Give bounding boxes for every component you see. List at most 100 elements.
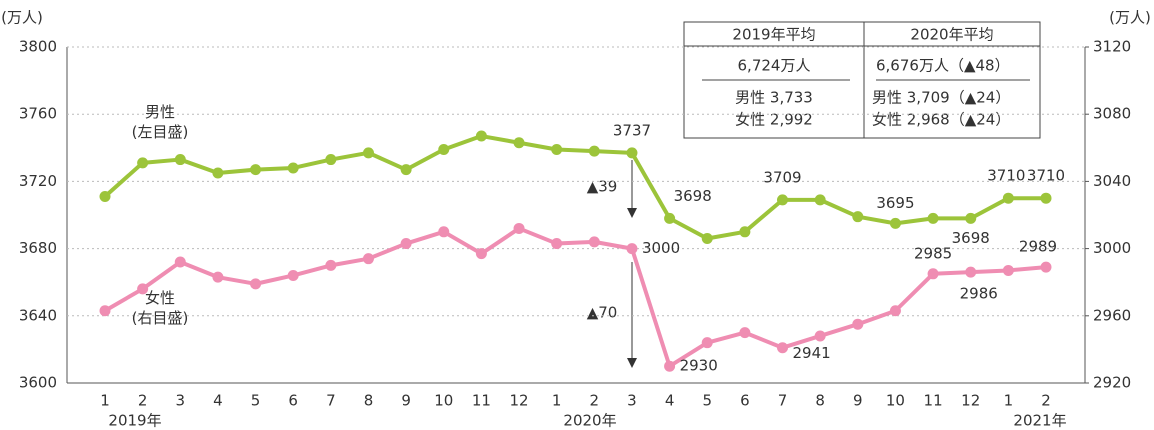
marker <box>174 154 186 166</box>
marker <box>664 212 676 224</box>
x-tick-label: 8 <box>815 392 825 410</box>
marker <box>965 212 977 224</box>
data-label: 3710 <box>987 167 1025 185</box>
marker <box>626 147 638 159</box>
x-tick-label: 6 <box>740 392 750 410</box>
x-tick-label: 5 <box>702 392 712 410</box>
year-label: 2020年 <box>563 412 616 430</box>
arrow-head <box>627 358 637 368</box>
x-tick-label: 1 <box>1004 392 1014 410</box>
data-label: 3695 <box>876 194 914 212</box>
data-label: 2986 <box>960 285 998 303</box>
marker <box>250 164 262 176</box>
marker <box>852 318 864 330</box>
marker <box>701 233 713 245</box>
marker <box>588 145 600 157</box>
x-tick-label: 3 <box>176 392 186 410</box>
marker <box>1002 264 1014 276</box>
y2-tick-label: 3000 <box>1093 239 1131 257</box>
marker <box>739 327 751 339</box>
marker <box>137 157 149 169</box>
marker <box>362 147 374 159</box>
marker <box>889 217 901 229</box>
x-tick-label: 7 <box>778 392 788 410</box>
year-label: 2021年 <box>1013 412 1066 430</box>
y-tick-label: 3800 <box>19 38 57 56</box>
table-cell: 男性 3,733 <box>735 89 813 107</box>
marker <box>626 243 638 255</box>
x-tick-label: 12 <box>509 392 528 410</box>
marker <box>212 271 224 283</box>
marker <box>362 253 374 265</box>
series-line <box>103 134 1046 241</box>
y-tick-label: 3720 <box>19 172 57 190</box>
marker <box>814 330 826 342</box>
annotation: ▲39 <box>587 178 618 196</box>
marker <box>889 305 901 317</box>
marker <box>927 268 939 280</box>
series-name: 男性(左目盛) <box>132 103 189 141</box>
marker <box>438 143 450 155</box>
marker <box>513 137 525 149</box>
table-header: 2019年平均 <box>732 26 815 44</box>
marker <box>513 222 525 234</box>
y-tick-label: 3680 <box>19 239 57 257</box>
data-label: 2941 <box>793 344 831 362</box>
x-tick-label: 6 <box>288 392 298 410</box>
x-tick-label: 3 <box>627 392 637 410</box>
table-cell: 6,724万人 <box>738 57 811 75</box>
y-tick-label: 3640 <box>19 306 57 324</box>
y-tick-label: 3760 <box>19 105 57 123</box>
marker <box>1040 192 1052 204</box>
marker <box>438 226 450 238</box>
marker <box>777 342 789 354</box>
table-cell: 女性 2,992 <box>735 111 813 129</box>
table-header: 2020年平均 <box>910 26 993 44</box>
x-tick-label: 1 <box>552 392 562 410</box>
marker <box>475 130 487 142</box>
marker <box>777 194 789 206</box>
x-tick-label: 2 <box>138 392 148 410</box>
marker <box>852 211 864 223</box>
x-tick-label: 10 <box>434 392 453 410</box>
x-tick-label: 4 <box>213 392 223 410</box>
x-tick-label: 8 <box>364 392 374 410</box>
x-tick-label: 10 <box>886 392 905 410</box>
y2-tick-label: 2920 <box>1093 374 1131 392</box>
marker <box>325 154 337 166</box>
x-tick-label: 5 <box>251 392 261 410</box>
series-line <box>103 226 1047 369</box>
marker <box>965 266 977 278</box>
data-label: 2989 <box>1019 238 1057 256</box>
x-tick-label: 11 <box>924 392 943 410</box>
marker <box>137 283 149 295</box>
table-cell: 男性 3,709（▲24） <box>872 89 1010 107</box>
y2-tick-label: 2960 <box>1093 306 1131 324</box>
table-cell: 6,676万人（▲48） <box>876 57 1010 75</box>
x-tick-label: 2 <box>1041 392 1051 410</box>
marker <box>588 236 600 248</box>
marker <box>551 238 563 250</box>
marker <box>1040 261 1052 273</box>
data-label: 3698 <box>674 187 712 205</box>
y2-tick-label: 3120 <box>1093 38 1131 56</box>
x-tick-label: 4 <box>665 392 675 410</box>
marker <box>99 305 111 317</box>
marker <box>927 212 939 224</box>
y2-unit: (万人) <box>1109 9 1151 27</box>
data-label: 3710 <box>1027 167 1065 185</box>
marker <box>664 360 676 372</box>
x-tick-label: 2 <box>590 392 600 410</box>
marker <box>739 226 751 238</box>
data-label: 3000 <box>642 239 680 257</box>
arrow-head <box>627 208 637 218</box>
marker <box>325 259 337 271</box>
year-label: 2019年 <box>108 412 161 430</box>
y-tick-label: 3600 <box>19 374 57 392</box>
marker <box>1002 192 1014 204</box>
marker <box>212 167 224 179</box>
marker <box>814 194 826 206</box>
marker <box>250 278 262 290</box>
marker <box>287 269 299 281</box>
x-tick-label: 11 <box>472 392 491 410</box>
